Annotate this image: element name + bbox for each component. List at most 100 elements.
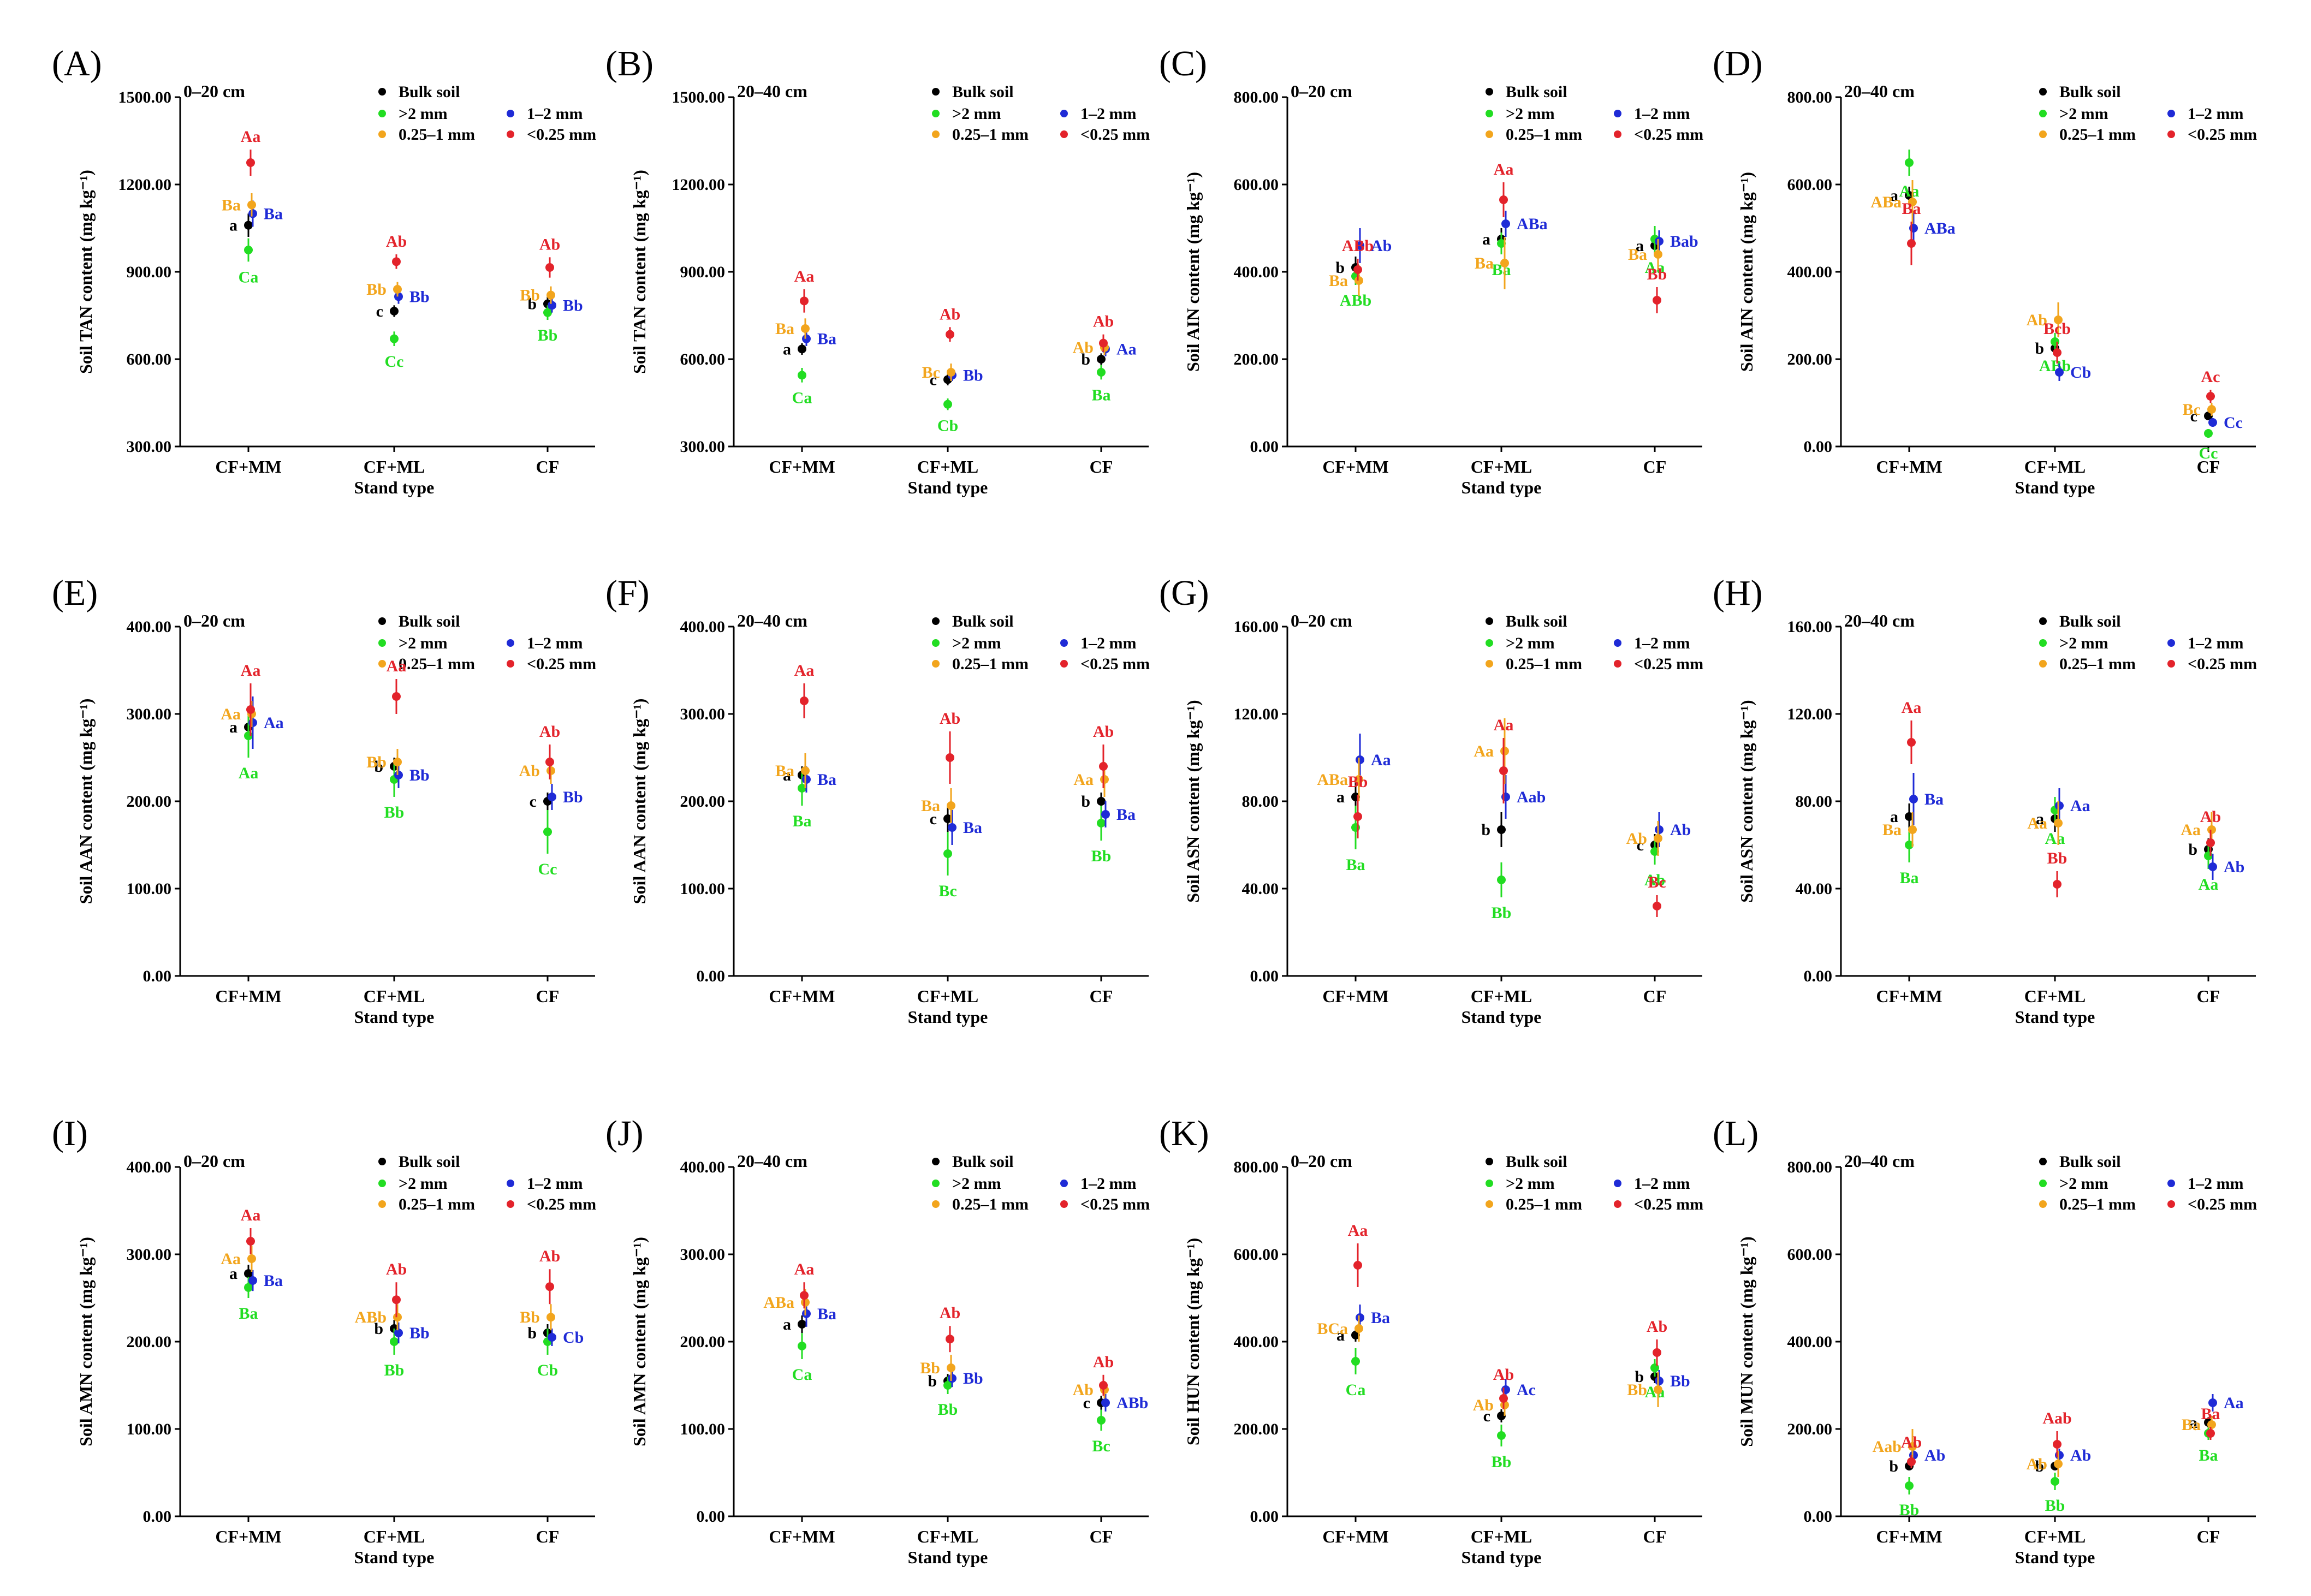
legend-marker [378,617,386,625]
data-point [1655,237,1664,246]
significance-letter: Ba [239,1305,258,1323]
data-point [946,330,954,339]
significance-letter: b [928,1372,937,1390]
legend: Bulk soil >2 mm 1–2 mm 0.25–1 mm <0.25 mm [1486,612,1703,673]
data-point [2055,368,2064,377]
significance-letter: a [783,1315,791,1333]
data-point [800,1291,809,1300]
y-tick-label: 200.00 [127,1333,172,1351]
data-point [947,801,955,810]
data-point [2208,1398,2217,1407]
legend-label: <0.25 mm [1634,655,1703,673]
significance-letter: Cc [538,860,557,878]
x-tick-label: CF+MM [1876,1527,1942,1546]
chart-panel-h: (H) 20–40 cm 0.00 40.00 80.00 120.00 160.00 CF+… [1713,573,2257,1027]
significance-letter: b [527,1324,537,1342]
legend-label: <0.25 mm [1634,126,1703,144]
data-point [1654,834,1662,843]
significance-letter: Ca [792,1366,812,1384]
significance-letter: Ab [1901,1433,1922,1451]
data-point [1099,338,1108,348]
data-point [1353,265,1362,274]
legend-label: Bulk soil [2059,612,2121,630]
significance-letter: b [374,1320,383,1338]
significance-letter: Aa [221,705,241,723]
significance-letter: b [1081,350,1090,368]
legend-label: <0.25 mm [1080,655,1150,673]
legend-label: 0.25–1 mm [399,126,475,144]
significance-letter: Aa [1371,751,1391,769]
data-point [2053,348,2062,357]
significance-letter: Bb [963,366,983,384]
depth-label: 0–20 cm [1291,81,1352,101]
legend-marker [932,88,940,96]
legend-marker [2039,110,2047,117]
legend-label: >2 mm [952,1175,1001,1193]
data-point [390,334,399,343]
significance-letter: Ba [817,771,836,789]
y-axis-label: Soil TAN content (mg kg⁻¹) [76,170,96,374]
legend-label: 0.25–1 mm [952,1195,1029,1213]
x-tick-label: CF+MM [769,457,835,477]
legend: Bulk soil >2 mm 1–2 mm 0.25–1 mm <0.25 mm [378,1153,596,1213]
significance-letter: Bb [409,766,430,784]
legend-marker [2039,1158,2047,1165]
data-point [248,209,257,218]
data-point [393,285,402,294]
legend-label: <0.25 mm [2188,655,2257,673]
x-tick-label: CF+ML [364,457,425,477]
x-tick-label: CF [536,1527,560,1546]
y-tick-label: 400.00 [127,618,172,636]
legend: Bulk soil >2 mm 1–2 mm 0.25–1 mm <0.25 mm [2039,83,2257,144]
significance-letter: Cb [537,1361,558,1379]
significance-letter: Ba [222,196,241,214]
data-point [244,246,253,254]
significance-letter: a [229,718,237,736]
depth-label: 0–20 cm [183,1151,245,1171]
x-tick-label: CF+ML [364,1527,425,1546]
legend-label: >2 mm [952,634,1001,652]
significance-letter: Ac [1517,1381,1536,1399]
significance-letter: Ba [264,1272,283,1290]
legend-label: 1–2 mm [1634,634,1690,652]
significance-letter: Ba [1329,272,1348,290]
data-point [1351,1357,1360,1366]
data-point [798,784,806,793]
data-point [1654,250,1662,259]
significance-letter: Ab [2070,1446,2091,1464]
significance-letter: Ba [1899,869,1918,887]
x-axis-label: Stand type [1462,478,1542,497]
significance-letter: Ab [386,233,407,251]
chart-panel-c: (C) 0–20 cm 0.00 200.00 400.00 600.00 800.00 CF… [1159,44,1703,497]
legend-marker [932,660,940,668]
legend-label: Bulk soil [1506,83,1567,101]
y-tick-label: 300.00 [680,1246,726,1264]
data-point [1099,1381,1108,1390]
y-tick-label: 800.00 [1234,1158,1279,1176]
significance-letter: Ab [1093,313,1114,331]
data-point [548,301,556,310]
x-tick-label: CF+ML [917,986,978,1006]
legend-marker [2167,1180,2175,1187]
panel-label: (D) [1713,44,1763,84]
y-tick-label: 200.00 [1787,1420,1833,1438]
y-tick-label: 600.00 [1234,176,1279,194]
significance-letter: Ba [1628,246,1647,264]
legend-label: 1–2 mm [1634,1175,1690,1193]
depth-label: 0–20 cm [1291,611,1352,630]
data-point [798,1342,806,1350]
y-tick-label: 800.00 [1787,88,1833,106]
data-point [1907,738,1916,747]
significance-letter: Bb [366,753,387,771]
legend-label: 0.25–1 mm [2059,655,2136,673]
data-point [798,1320,806,1329]
significance-letter: c [930,810,937,828]
legend-marker [1486,1200,1493,1208]
y-tick-label: 600.00 [1234,1246,1279,1264]
legend-marker [507,130,514,138]
data-point [2204,851,2213,860]
data-point [2207,405,2216,414]
significance-letter: ABb [355,1308,387,1326]
significance-letter: a [783,340,791,358]
legend-marker [1614,110,1621,117]
